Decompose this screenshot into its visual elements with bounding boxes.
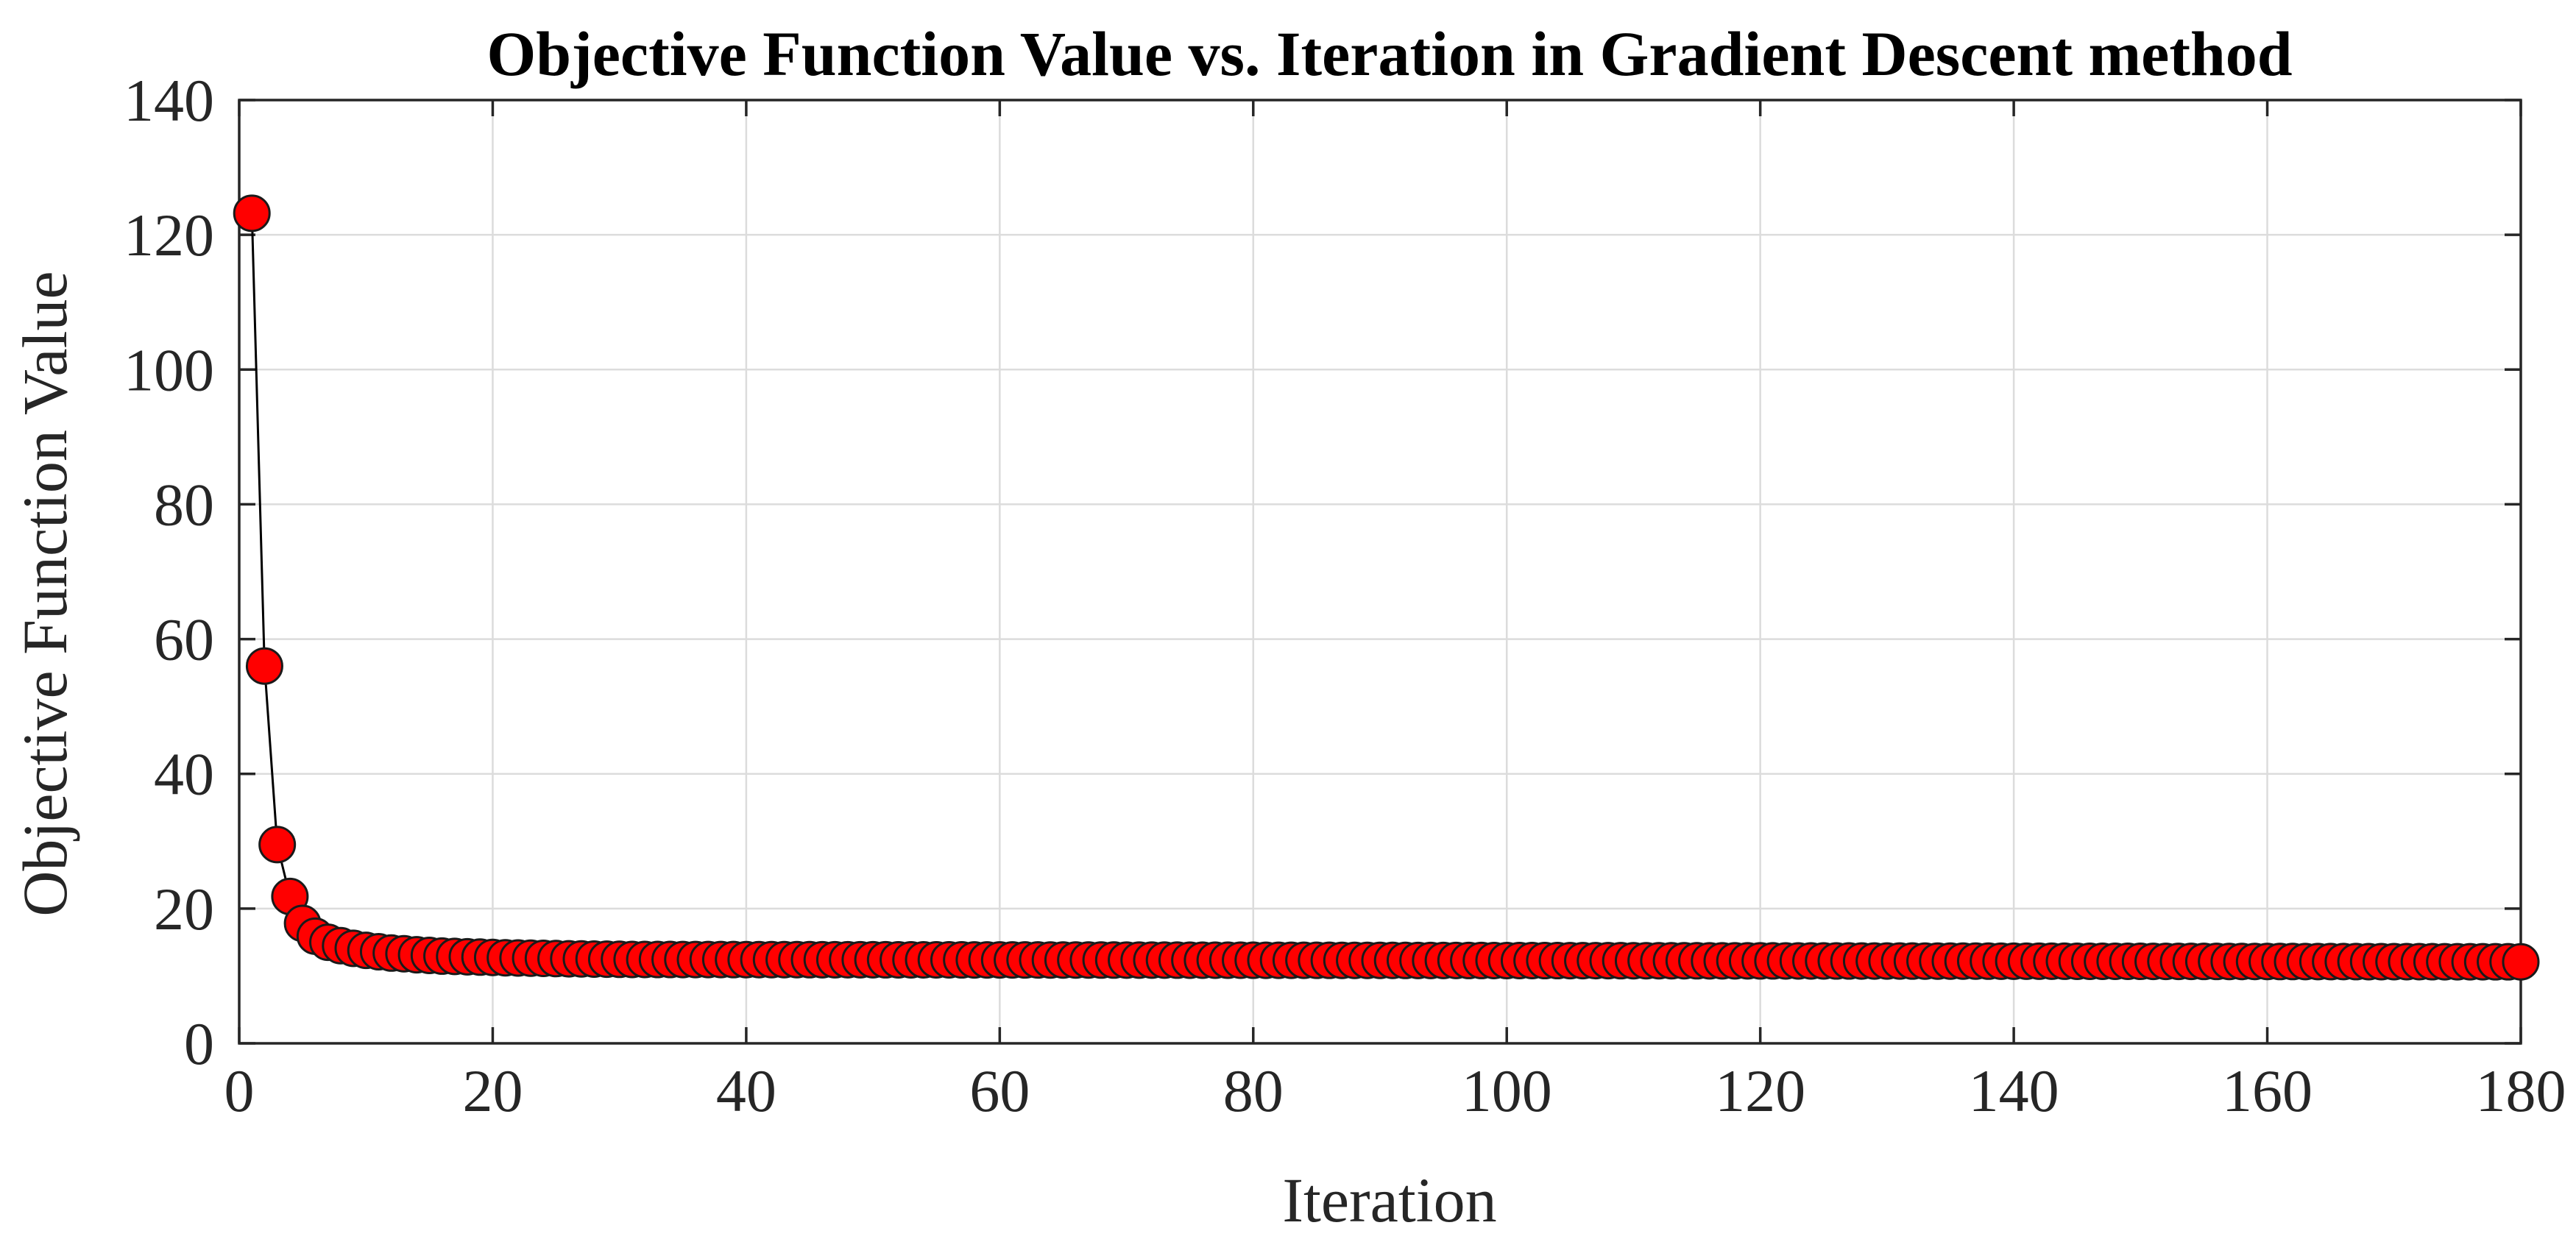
- x-tick-label: 60: [969, 1057, 1030, 1124]
- x-tick-label: 120: [1715, 1057, 1805, 1124]
- y-tick-label: 80: [154, 471, 214, 538]
- axes-box: [238, 99, 2522, 1045]
- y-tick-label: 100: [124, 336, 214, 403]
- x-tick-label: 80: [1223, 1057, 1284, 1124]
- data-point: [258, 826, 297, 864]
- data-point: [2502, 943, 2540, 981]
- data-point: [233, 194, 271, 233]
- y-axis-label: Objective Function Value: [10, 271, 80, 916]
- ticks: 0 20 40 60 80 100 120 140 160 180 0 20 40 60 80 100 120 1…: [124, 67, 2566, 1124]
- y-tick-label: 60: [154, 606, 214, 673]
- x-tick-label: 40: [716, 1057, 776, 1124]
- grid: [239, 100, 2521, 1043]
- x-tick-label: 100: [1462, 1057, 1552, 1124]
- y-tick-label: 140: [124, 67, 214, 134]
- y-tick-label: 40: [154, 741, 214, 808]
- x-axis-label: Iteration: [1282, 1165, 1496, 1235]
- data-point: [245, 647, 283, 685]
- y-tick-label: 120: [124, 202, 214, 269]
- x-tick-label: 140: [1969, 1057, 2059, 1124]
- x-tick-label: 0: [224, 1057, 255, 1124]
- series: [233, 194, 2540, 981]
- chart-title: Objective Function Value vs. Iteration i…: [486, 18, 2292, 89]
- series-line: [250, 213, 2522, 963]
- x-tick-label: 20: [462, 1057, 523, 1124]
- x-tick-label: 160: [2222, 1057, 2313, 1124]
- y-tick-label: 20: [154, 876, 214, 943]
- x-tick-label: 180: [2476, 1057, 2566, 1124]
- y-tick-label: 0: [184, 1010, 214, 1077]
